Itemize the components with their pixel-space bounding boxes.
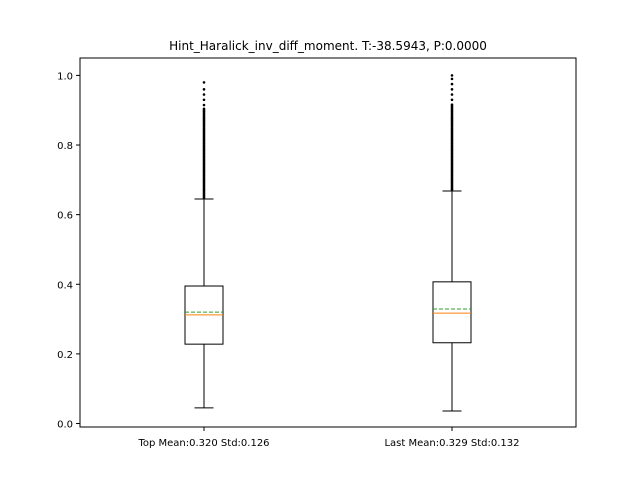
y-tick-label: 0.6: [57, 211, 73, 222]
iqr-box: [432, 281, 472, 344]
y-tick-label: 0.0: [57, 420, 73, 431]
axes-frame: [79, 57, 577, 428]
x-tick-label: Last Mean:0.329 Std:0.132: [384, 438, 519, 449]
outlier-point: [450, 103, 454, 106]
chart-title: Hint_Haralick_inv_diff_moment. T:-38.594…: [169, 39, 487, 53]
outlier-point: [450, 82, 454, 86]
y-tick-label: 0.8: [57, 141, 73, 152]
outlier-point: [202, 98, 206, 102]
outlier-point: [202, 93, 206, 96]
outlier-point: [450, 98, 454, 102]
outlier-point: [202, 88, 206, 91]
outlier-point: [450, 88, 454, 91]
outlier-point: [450, 93, 454, 96]
y-tick-label: 0.2: [57, 350, 73, 361]
plot-area: 0.0 0.2 0.4 0.6 0.8 1.0 Top Mean:0.320 Std:0.1…: [57, 57, 577, 449]
outlier-point: [202, 81, 206, 84]
outlier-point: [450, 74, 454, 77]
y-tick-label: 1.0: [57, 71, 73, 82]
outlier-point: [202, 107, 206, 111]
outlier-point: [450, 77, 454, 81]
x-tick-label: Top Mean:0.320 Std:0.126: [137, 438, 269, 449]
outlier-point: [202, 103, 206, 107]
y-tick-label: 0.4: [57, 280, 73, 291]
